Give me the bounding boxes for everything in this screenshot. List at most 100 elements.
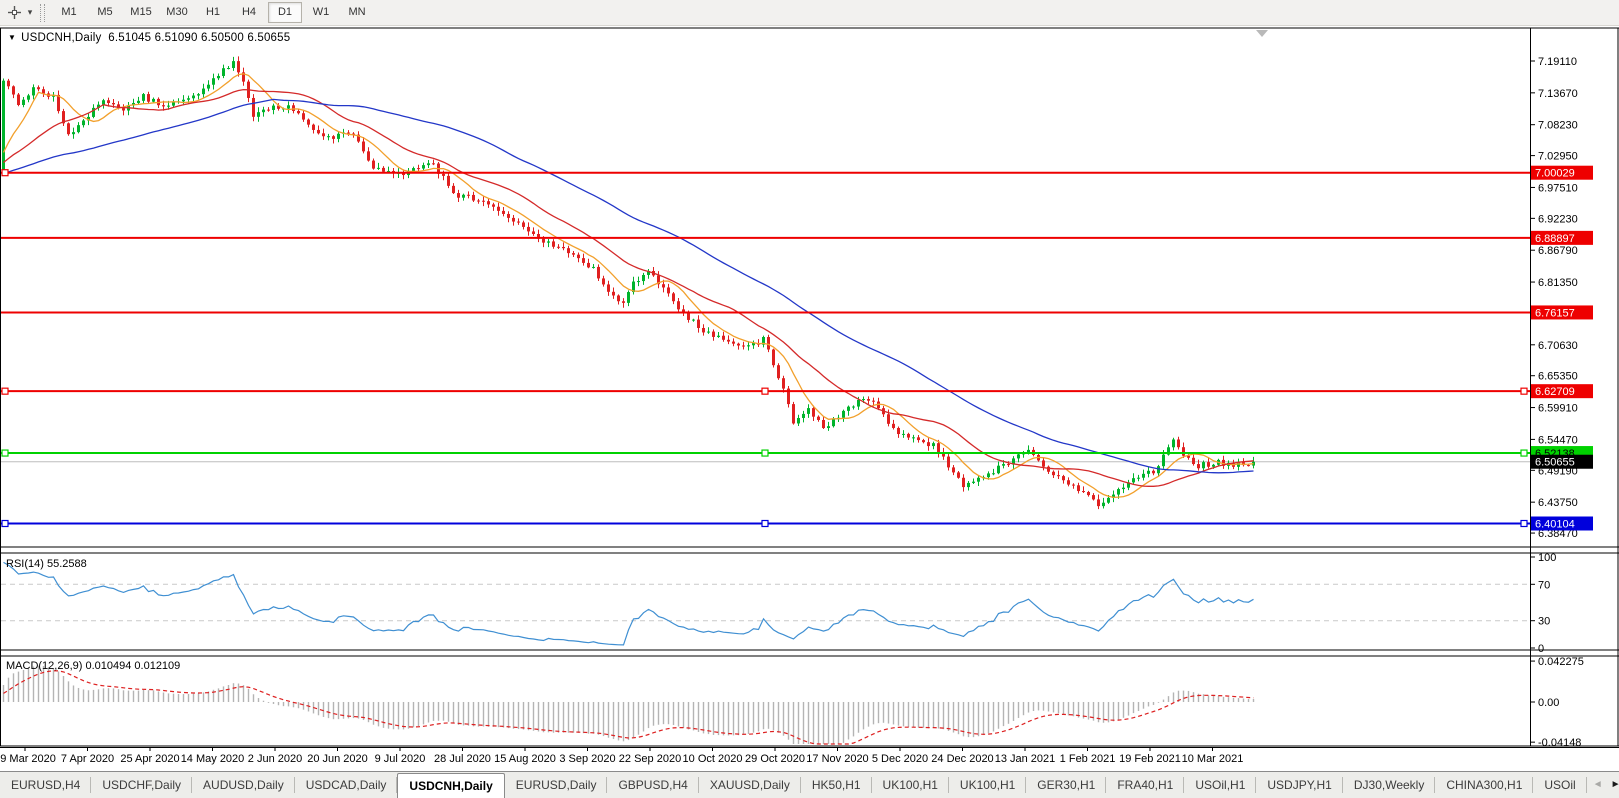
- date-axis-label: 1 Feb 2021: [1060, 753, 1116, 765]
- level-handle[interactable]: [1520, 387, 1528, 395]
- level-handle[interactable]: [761, 519, 769, 528]
- date-axis-label: 14 May 2020: [181, 753, 245, 765]
- tabs-scroll-right-icon[interactable]: ►: [1610, 779, 1619, 790]
- chart-quotes-label: 6.51045 6.51090 6.50500 6.50655: [108, 32, 291, 44]
- chart-shift-marker-icon[interactable]: [1256, 30, 1268, 37]
- level-handle[interactable]: [1520, 519, 1528, 528]
- chart-tab-hk50-h1[interactable]: HK50,H1: [801, 772, 872, 798]
- chart-tab-uk100-h1[interactable]: UK100,H1: [949, 772, 1027, 798]
- date-axis-label: 17 Nov 2020: [806, 753, 868, 765]
- price-axis-tick: 6.97510: [1538, 182, 1578, 194]
- date-axis-label: 3 Sep 2020: [559, 753, 615, 765]
- date-axis-label: 10 Mar 2021: [1182, 753, 1244, 765]
- date-axis-label: 5 Dec 2020: [872, 753, 928, 765]
- chart-tab-fra40-h1[interactable]: FRA40,H1: [1106, 772, 1185, 798]
- chart-tab-china300-h1[interactable]: CHINA300,H1: [1435, 772, 1534, 798]
- level-handle[interactable]: [1520, 449, 1528, 457]
- chart-tab-xauusd-daily[interactable]: XAUUSD,Daily: [699, 772, 801, 798]
- timeframe-button-m30[interactable]: M30: [166, 6, 188, 18]
- date-axis-label: 19 Mar 2020: [0, 753, 56, 765]
- level-handle[interactable]: [1, 519, 9, 528]
- macd-indicator-label: MACD(12,26,9) 0.010494 0.012109: [6, 660, 181, 672]
- price-axis-tick: 6.59910: [1538, 403, 1578, 415]
- rsi-indicator-label: RSI(14) 55.2588: [6, 558, 87, 570]
- macd-axis-tick: 0.042275: [1538, 656, 1584, 668]
- ma-fast-line: [2, 73, 1254, 499]
- level-handle[interactable]: [1, 449, 9, 457]
- tabs-scroll-left-icon[interactable]: ◄: [1592, 779, 1603, 790]
- date-axis-label: 10 Oct 2020: [683, 753, 743, 765]
- price-axis-tick: 7.13670: [1538, 88, 1578, 100]
- rsi-axis-tick: 70: [1538, 579, 1550, 591]
- current-price-badge: [1531, 454, 1593, 469]
- svg-text:6.76157: 6.76157: [1535, 307, 1575, 319]
- svg-text:7.00029: 7.00029: [1535, 168, 1575, 180]
- chart-tab-gbpusd-h4[interactable]: GBPUSD,H4: [607, 772, 699, 798]
- date-axis-label: 22 Sep 2020: [619, 753, 681, 765]
- svg-text:6.50655: 6.50655: [1535, 457, 1575, 469]
- chart-tab-ger30-h1[interactable]: GER30,H1: [1026, 772, 1107, 798]
- ma-slow-line: [3, 98, 1254, 474]
- chart-tab-dj30-weekly[interactable]: DJ30,Weekly: [1343, 772, 1436, 798]
- svg-text:6.88897: 6.88897: [1535, 233, 1575, 245]
- price-axis-tick: 6.70630: [1538, 340, 1578, 352]
- main-plot[interactable]: [1, 56, 1530, 510]
- date-axis-label: 7 Apr 2020: [61, 753, 114, 765]
- rsi-axis-tick: 0: [1538, 643, 1544, 655]
- timeframe-button-mn[interactable]: MN: [348, 6, 366, 18]
- level-handle[interactable]: [761, 449, 769, 457]
- chart-tab-uk100-h1[interactable]: UK100,H1: [872, 772, 949, 798]
- timeframe-button-m5[interactable]: M5: [97, 6, 113, 18]
- chart-tab-eurusd-daily[interactable]: EURUSD,Daily: [505, 772, 608, 798]
- price-axis-tick: 6.38470: [1538, 528, 1578, 540]
- price-axis-tick: 7.08230: [1538, 120, 1578, 132]
- macd-axis-tick: -0.04148: [1538, 737, 1581, 749]
- chart-tab-audusd-daily[interactable]: AUDUSD,Daily: [192, 772, 295, 798]
- date-axis-label: 29 Oct 2020: [745, 753, 805, 765]
- date-axis-label: 13 Jan 2021: [995, 753, 1056, 765]
- chart-tab-bar: EURUSD,H4 USDCHF,Daily AUDUSD,Daily USDCAD,…: [0, 771, 1619, 798]
- level-price-badge: [1531, 230, 1593, 245]
- level-price-badge: [1531, 384, 1593, 399]
- rsi-line: [3, 561, 1254, 646]
- date-axis-label: 2 Jun 2020: [248, 753, 302, 765]
- rsi-axis-tick: 30: [1538, 616, 1550, 628]
- date-axis-label: 9 Jul 2020: [375, 753, 426, 765]
- price-axis-tick: 6.43750: [1538, 497, 1578, 509]
- chart-tab-usdjpy-h1[interactable]: USDJPY,H1: [1256, 772, 1343, 798]
- svg-text:6.62709: 6.62709: [1535, 386, 1575, 398]
- chart-tab-usoil[interactable]: USOil: [1533, 772, 1587, 798]
- chart-tab-usoil-h1[interactable]: USOil,H1: [1184, 772, 1257, 798]
- date-axis-label: 28 Jul 2020: [434, 753, 491, 765]
- chart-tab-usdcnh-daily[interactable]: USDCNH,Daily: [397, 773, 505, 798]
- price-axis-tick: 6.81350: [1538, 277, 1578, 289]
- level-handle[interactable]: [761, 387, 769, 395]
- toolbar: ▾ M1 M5 M15 M30 H1 H4 D1 W1 MN: [0, 0, 1619, 26]
- level-handle[interactable]: [1, 169, 9, 177]
- level-price-badge: [1531, 165, 1593, 180]
- cursor-tool-dropdown-icon[interactable]: ▾: [27, 7, 33, 17]
- timeframe-button-w1[interactable]: W1: [312, 6, 330, 18]
- cursor-tool-icon[interactable]: [4, 4, 24, 22]
- chart-symbol-label: USDCNH,Daily: [21, 32, 102, 44]
- toolbar-grip-handle: [40, 3, 45, 22]
- timeframe-button-m15[interactable]: M15: [130, 6, 152, 18]
- chart-title-dropdown-icon[interactable]: ▼: [8, 33, 17, 42]
- macd-axis-tick: 0.00: [1538, 697, 1559, 709]
- price-axis-tick: 6.92230: [1538, 213, 1578, 225]
- timeframe-button-m1[interactable]: M1: [61, 6, 77, 18]
- chart-tab-usdcad-daily[interactable]: USDCAD,Daily: [295, 772, 398, 798]
- timeframe-button-d1[interactable]: D1: [268, 2, 302, 23]
- date-axis-label: 24 Dec 2020: [931, 753, 993, 765]
- timeframe-button-h1[interactable]: H1: [205, 6, 221, 18]
- date-axis-label: 20 Jun 2020: [307, 753, 368, 765]
- timeframe-button-h4[interactable]: H4: [241, 6, 257, 18]
- chart-tab-eurusd-h4[interactable]: EURUSD,H4: [0, 772, 92, 798]
- date-axis-label: 15 Aug 2020: [494, 753, 556, 765]
- chart-tab-usdchf-daily[interactable]: USDCHF,Daily: [91, 772, 193, 798]
- price-axis-tick: 6.65350: [1538, 371, 1578, 383]
- date-axis-label: 25 Apr 2020: [120, 753, 179, 765]
- date-axis-label: 19 Feb 2021: [1119, 753, 1181, 765]
- level-handle[interactable]: [1, 387, 9, 395]
